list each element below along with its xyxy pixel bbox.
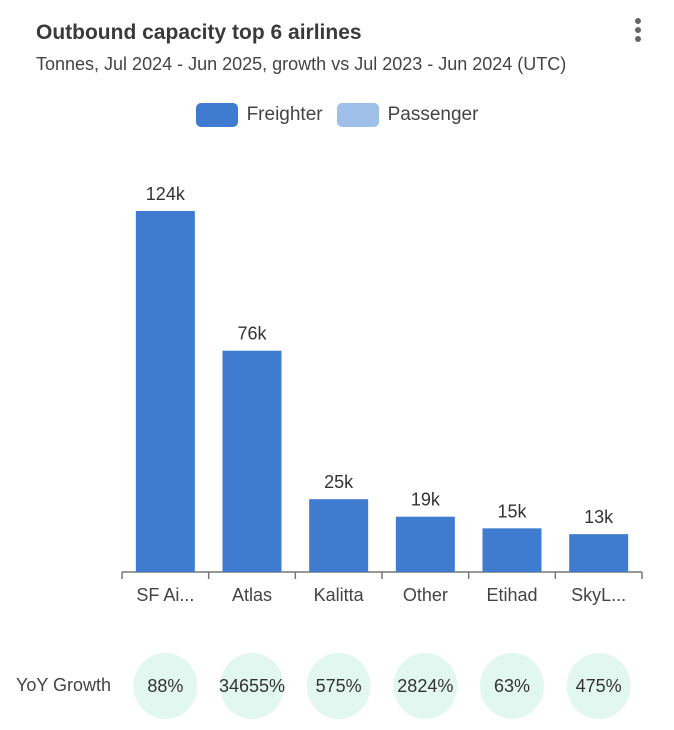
growth-value: 34655% xyxy=(219,676,285,696)
data-label: 19k xyxy=(411,490,441,510)
chart-title: Outbound capacity top 6 airlines xyxy=(36,21,362,44)
growth-badge xyxy=(220,653,284,719)
legend-freighter[interactable]: Freighter xyxy=(195,103,323,127)
data-label: 15k xyxy=(497,501,527,521)
growth-badge xyxy=(133,653,198,719)
growth-value: 2824% xyxy=(397,676,453,696)
growth-value: 475% xyxy=(576,676,622,696)
growth-value: 88% xyxy=(147,676,183,696)
legend-passenger[interactable]: Passenger xyxy=(336,103,479,127)
bar-2 xyxy=(309,499,369,572)
x-tick-label: Etihad xyxy=(486,585,537,605)
bar-5 xyxy=(569,534,629,572)
data-label: 13k xyxy=(584,507,614,527)
bar-1 xyxy=(222,350,282,572)
yoy-growth-label: YoY Growth xyxy=(16,675,112,695)
x-tick-label: Other xyxy=(403,585,448,605)
data-label: 124k xyxy=(146,184,186,204)
data-label: 76k xyxy=(237,324,267,344)
bar-3 xyxy=(395,516,455,572)
chart-subtitle: Tonnes, Jul 2024 - Jun 2025, growth vs J… xyxy=(36,54,567,74)
data-label: 25k xyxy=(324,472,354,492)
x-tick-label: Kalitta xyxy=(314,585,365,605)
growth-badge xyxy=(393,653,458,719)
legend-label: Passenger xyxy=(387,104,479,125)
growth-badge xyxy=(306,653,371,719)
x-tick-label: Atlas xyxy=(232,585,272,605)
x-tick-label: SF Ai... xyxy=(136,585,194,605)
growth-badge xyxy=(566,653,631,719)
freighter-swatch xyxy=(195,103,238,127)
bar-4 xyxy=(482,528,542,572)
bar-0 xyxy=(135,211,195,572)
passenger-swatch xyxy=(336,103,379,127)
growth-badge xyxy=(480,653,544,719)
legend: Freighter Passenger xyxy=(0,103,674,127)
growth-value: 63% xyxy=(494,676,530,696)
legend-label: Freighter xyxy=(246,104,323,125)
more-vert-icon[interactable] xyxy=(630,16,646,48)
growth-value: 575% xyxy=(316,676,362,696)
x-tick-label: SkyL... xyxy=(571,585,626,605)
